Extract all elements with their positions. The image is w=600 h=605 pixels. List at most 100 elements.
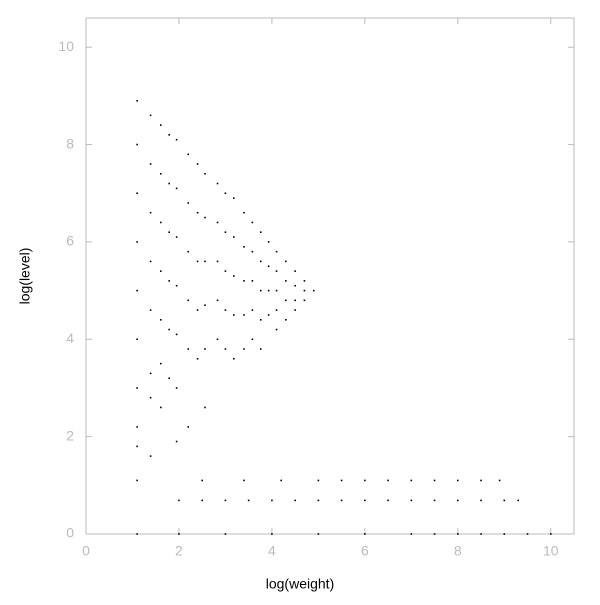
point: [187, 153, 190, 156]
point: [410, 499, 413, 502]
point: [187, 202, 190, 204]
point: [294, 284, 296, 287]
point: [175, 187, 178, 190]
point: [340, 479, 343, 482]
point: [168, 182, 170, 185]
x-tick-label: 6: [361, 543, 369, 559]
x-tick-label: 8: [454, 543, 462, 559]
point: [312, 289, 315, 292]
point: [149, 114, 152, 117]
point: [160, 319, 162, 321]
point: [216, 182, 219, 185]
point: [457, 499, 459, 502]
point: [275, 250, 278, 253]
point: [410, 533, 413, 535]
y-tick-label: 6: [66, 233, 74, 249]
point: [216, 221, 219, 224]
point: [204, 172, 206, 175]
point: [204, 216, 206, 219]
point: [149, 309, 152, 311]
point: [243, 245, 245, 248]
point: [267, 265, 270, 268]
point: [433, 533, 436, 535]
point: [480, 499, 482, 502]
point: [160, 172, 162, 175]
point: [259, 348, 262, 350]
point: [303, 280, 306, 282]
point: [267, 289, 270, 292]
point: [364, 499, 366, 502]
point: [175, 387, 178, 389]
point: [196, 163, 199, 165]
x-tick-label: 4: [268, 543, 276, 559]
point: [187, 426, 190, 428]
plot-frame: [85, 17, 575, 535]
point: [136, 533, 138, 535]
point: [232, 236, 235, 238]
point: [168, 328, 170, 331]
point: [251, 221, 254, 224]
y-tick-label: 10: [58, 38, 74, 54]
point: [187, 348, 190, 350]
point: [136, 445, 138, 448]
point: [549, 533, 552, 535]
point: [224, 270, 227, 272]
point: [294, 299, 296, 302]
point: [271, 533, 273, 535]
point: [259, 231, 262, 233]
point: [251, 280, 254, 282]
point: [160, 221, 162, 224]
point: [251, 338, 254, 341]
point: [503, 533, 506, 535]
point: [243, 280, 245, 282]
point: [251, 309, 254, 311]
point: [175, 284, 178, 287]
point: [243, 479, 245, 482]
point: [285, 280, 287, 282]
point: [340, 499, 343, 502]
point: [275, 270, 278, 272]
point: [271, 499, 273, 502]
point: [178, 499, 180, 502]
point: [136, 338, 138, 341]
point: [317, 479, 320, 482]
point: [196, 260, 199, 263]
point: [216, 338, 219, 341]
point: [224, 499, 227, 502]
point: [149, 260, 152, 263]
point: [457, 479, 459, 482]
point: [201, 499, 203, 502]
point: [317, 499, 320, 502]
point: [410, 479, 413, 482]
point: [201, 479, 203, 482]
point: [175, 138, 178, 141]
y-tick-label: 2: [66, 427, 74, 443]
point: [526, 533, 529, 535]
point: [160, 270, 162, 272]
point: [136, 479, 138, 482]
point: [168, 377, 170, 380]
point: [285, 299, 287, 302]
point: [136, 387, 138, 389]
point: [294, 270, 296, 272]
point: [149, 396, 152, 399]
point: [175, 236, 178, 238]
point: [303, 289, 306, 292]
point: [498, 479, 501, 482]
point: [216, 260, 219, 263]
x-axis-label: log(weight): [266, 576, 334, 592]
point: [387, 479, 389, 482]
point: [232, 314, 235, 316]
point: [224, 192, 227, 195]
point: [480, 533, 482, 535]
point: [136, 143, 138, 146]
point: [259, 289, 262, 292]
point: [149, 163, 152, 165]
point: [224, 348, 227, 350]
point: [136, 241, 138, 243]
point: [136, 426, 138, 428]
point: [187, 299, 190, 302]
point: [457, 533, 459, 535]
point: [251, 250, 254, 253]
point: [480, 479, 482, 482]
